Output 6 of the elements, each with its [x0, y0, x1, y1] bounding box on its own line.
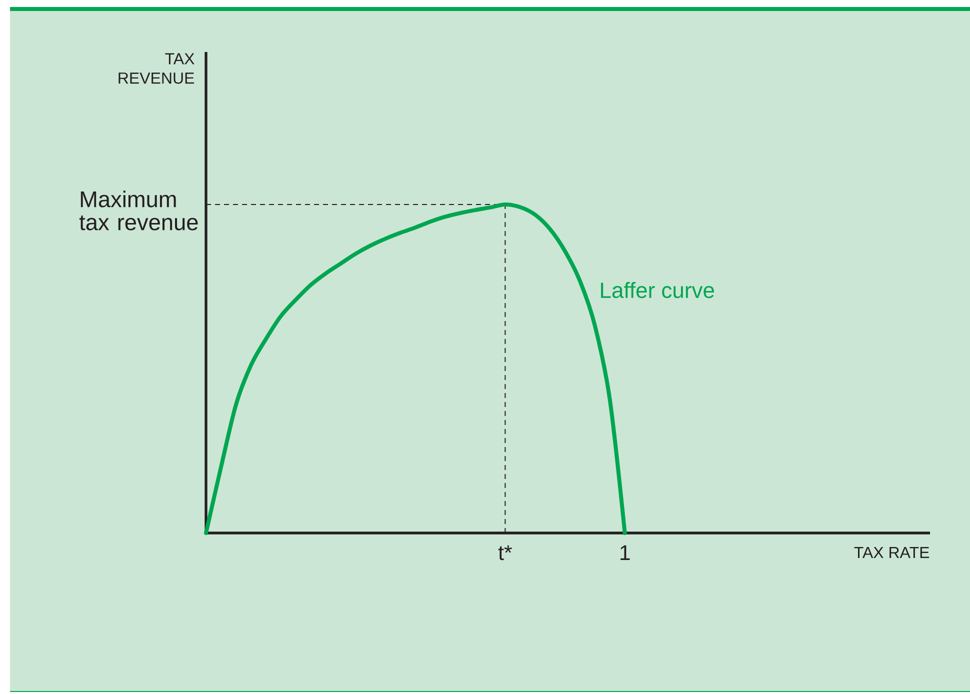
x-tick-label: t*: [498, 545, 512, 560]
x-tick-label: 1: [620, 545, 630, 560]
text: TAX REVENUE: [118, 53, 194, 84]
x-axis-title: TAX RATE: [854, 547, 930, 558]
ref-line-label: Maximum tax revenue: [79, 190, 198, 230]
series-label: Laffer curve: [601, 282, 714, 298]
